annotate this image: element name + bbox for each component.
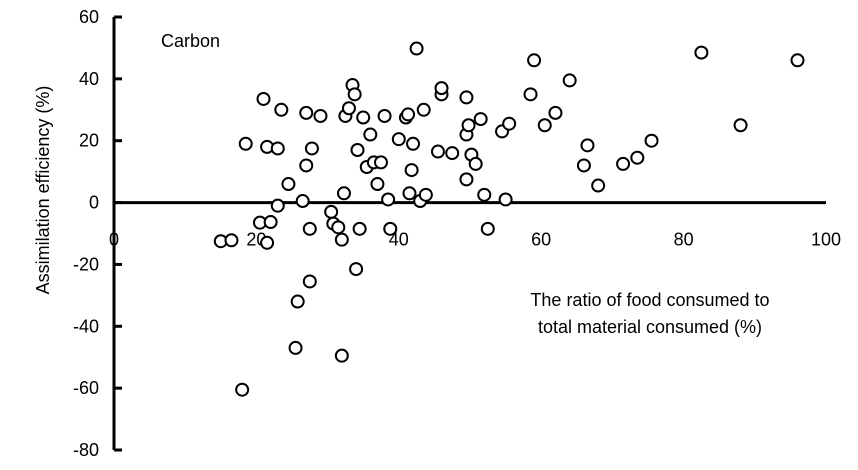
data-point (459, 90, 474, 105)
data-point (402, 186, 417, 201)
data-point (334, 232, 349, 247)
y-tick-label: -20 (73, 254, 99, 274)
data-point (630, 150, 645, 165)
data-point (537, 118, 552, 133)
data-point (302, 274, 317, 289)
y-tick-label: -40 (73, 316, 99, 336)
data-point (461, 118, 476, 133)
data-point (381, 192, 396, 207)
data-point (224, 233, 239, 248)
data-point (401, 107, 416, 122)
data-point (295, 194, 310, 209)
data-point (576, 158, 591, 173)
data-point (336, 186, 351, 201)
data-point (418, 187, 433, 202)
data-point (406, 136, 421, 151)
data-point (324, 204, 339, 219)
data-points (213, 41, 805, 397)
data-point (331, 220, 346, 235)
data-point (391, 132, 406, 147)
x-caption-line2: total material consumed (%) (538, 317, 762, 337)
y-tick-marks (114, 15, 122, 452)
data-point (274, 102, 289, 117)
y-axis-label: Assimilation efficiency (%) (33, 86, 53, 295)
data-point (302, 221, 317, 236)
data-point (263, 215, 278, 230)
x-caption-line1: The ratio of food consumed to (530, 290, 769, 310)
data-point (299, 158, 314, 173)
data-point (416, 102, 431, 117)
data-point (288, 340, 303, 355)
data-point (313, 108, 328, 123)
data-point (349, 262, 364, 277)
data-point (304, 141, 319, 156)
data-point (404, 163, 419, 178)
data-point (238, 136, 253, 151)
y-tick-label: -80 (73, 440, 99, 460)
data-point (260, 235, 275, 250)
data-point (562, 73, 577, 88)
y-tick-labels: 60 40 20 0 -20 -40 -60 -80 (73, 7, 99, 460)
data-point (356, 110, 371, 125)
data-point (350, 142, 365, 157)
data-point (409, 41, 424, 56)
data-point (377, 108, 392, 123)
data-point (644, 133, 659, 148)
data-point (256, 91, 271, 106)
data-point (445, 146, 460, 161)
data-point (235, 382, 250, 397)
data-point (370, 177, 385, 192)
y-tick-label: -60 (73, 378, 99, 398)
data-point (363, 127, 378, 142)
data-point (591, 178, 606, 193)
data-point (502, 116, 517, 131)
data-point (473, 112, 488, 127)
data-point (281, 177, 296, 192)
data-point (523, 87, 538, 102)
data-point (430, 144, 445, 159)
data-point (383, 221, 398, 236)
data-point (694, 45, 709, 60)
data-point (459, 172, 474, 187)
x-tick-label: 60 (531, 230, 551, 250)
data-point (498, 192, 513, 207)
axes (112, 15, 826, 452)
y-tick-label: 60 (79, 7, 99, 27)
data-point (480, 221, 495, 236)
data-point (270, 198, 285, 213)
data-point (477, 187, 492, 202)
x-tick-label: 80 (674, 230, 694, 250)
data-point (548, 105, 563, 120)
data-point (352, 221, 367, 236)
data-point (334, 348, 349, 363)
data-point (733, 118, 748, 133)
data-point (580, 138, 595, 153)
data-point (616, 156, 631, 171)
data-point (527, 53, 542, 68)
data-point (341, 101, 356, 116)
y-tick-label: 40 (79, 69, 99, 89)
data-point (790, 53, 805, 68)
y-tick-label: 20 (79, 131, 99, 151)
x-tick-label: 100 (811, 230, 841, 250)
data-point (434, 81, 449, 96)
data-point (270, 141, 285, 156)
panel-label: Carbon (161, 31, 220, 51)
data-point (299, 105, 314, 120)
data-point (347, 87, 362, 102)
data-point (468, 156, 483, 171)
data-point (290, 294, 305, 309)
y-tick-label: 0 (89, 193, 99, 213)
data-point (374, 155, 388, 170)
